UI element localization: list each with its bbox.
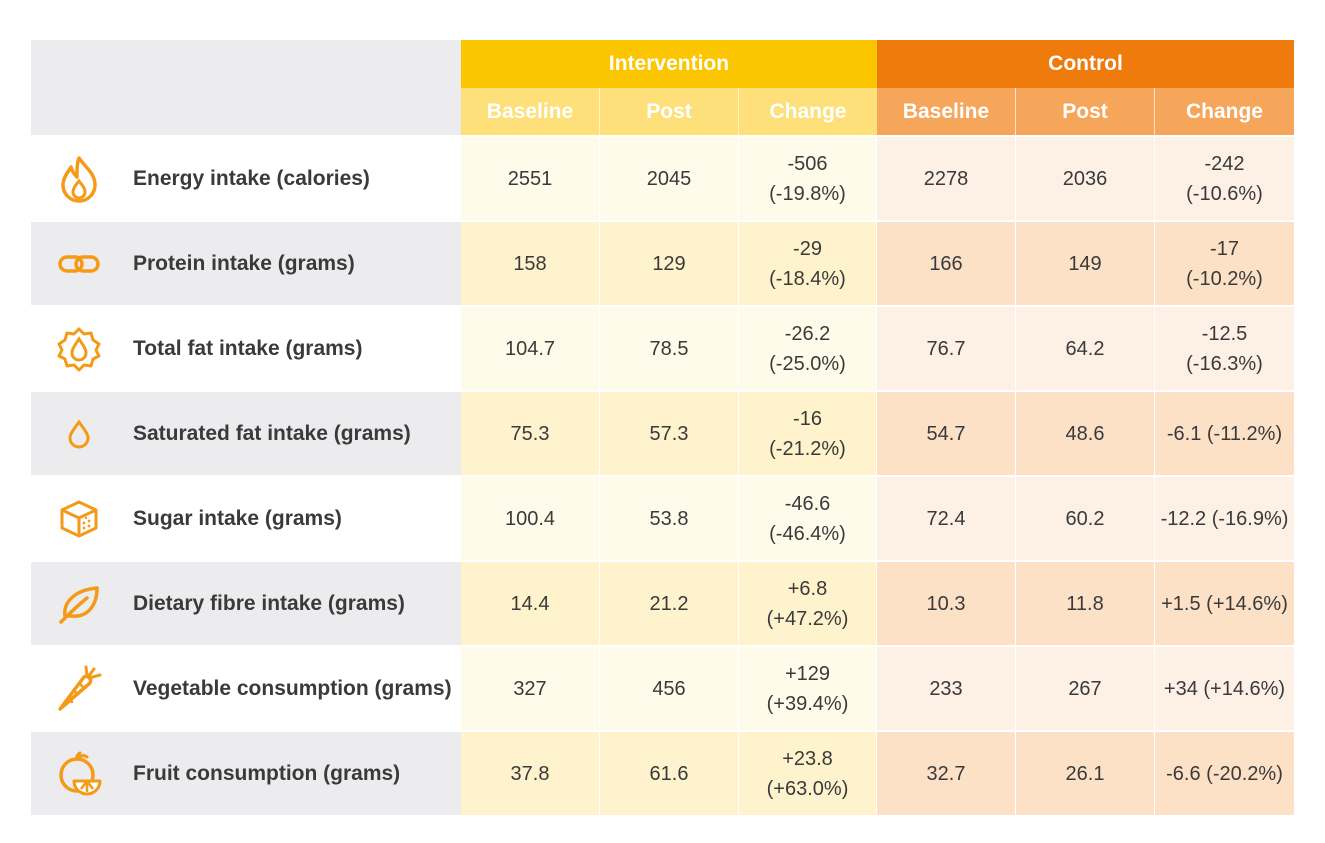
int-post-cell: 2045 [600, 137, 739, 220]
int-change-cell: +129 (+39.4%) [739, 647, 877, 730]
header-corner [31, 40, 461, 135]
con-post-cell: 2036 [1016, 137, 1155, 220]
con-post-cell: 48.6 [1016, 392, 1155, 475]
con-post-cell: 11.8 [1016, 562, 1155, 645]
con-change-cell: -12.5 (-16.3%) [1155, 307, 1294, 390]
int-baseline-cell: 14.4 [461, 562, 600, 645]
oil-drop-badge-icon [55, 325, 103, 373]
int-change-cell: -29 (-18.4%) [739, 222, 877, 305]
table-row: Energy intake (calories) 2551 2045 -506 … [31, 135, 1294, 220]
int-post-cell: 456 [600, 647, 739, 730]
int-baseline-cell: 327 [461, 647, 600, 730]
con-baseline-cell: 32.7 [877, 732, 1016, 815]
con-baseline-cell: 233 [877, 647, 1016, 730]
column-header-con-post: Post [1016, 88, 1155, 135]
int-change-cell: -46.6 (-46.4%) [739, 477, 877, 560]
con-change-cell: -12.2 (-16.9%) [1155, 477, 1294, 560]
con-baseline-cell: 76.7 [877, 307, 1016, 390]
row-label-cell: Protein intake (grams) [31, 222, 461, 305]
con-change-cell: -6.6 (-20.2%) [1155, 732, 1294, 815]
con-change-cell: +34 (+14.6%) [1155, 647, 1294, 730]
row-label: Protein intake (grams) [133, 251, 355, 275]
int-baseline-cell: 2551 [461, 137, 600, 220]
row-label-cell: Vegetable consumption (grams) [31, 647, 461, 730]
chain-link-icon [55, 240, 103, 288]
row-label: Vegetable consumption (grams) [133, 676, 452, 700]
column-header-con-change: Change [1155, 88, 1294, 135]
int-change-cell: -16 (-21.2%) [739, 392, 877, 475]
row-label-cell: Energy intake (calories) [31, 137, 461, 220]
int-change-cell: +6.8 (+47.2%) [739, 562, 877, 645]
row-label-cell: Saturated fat intake (grams) [31, 392, 461, 475]
table-row: Saturated fat intake (grams) 75.3 57.3 -… [31, 390, 1294, 475]
row-label: Total fat intake (grams) [133, 336, 363, 360]
row-label: Fruit consumption (grams) [133, 761, 401, 785]
con-change-cell: -6.1 (-11.2%) [1155, 392, 1294, 475]
orange-fruit-icon [55, 750, 103, 798]
con-baseline-cell: 72.4 [877, 477, 1016, 560]
table-row: Vegetable consumption (grams) 327 456 +1… [31, 645, 1294, 730]
int-baseline-cell: 100.4 [461, 477, 600, 560]
con-post-cell: 149 [1016, 222, 1155, 305]
row-label-cell: Sugar intake (grams) [31, 477, 461, 560]
carrot-icon [55, 665, 103, 713]
con-post-cell: 26.1 [1016, 732, 1155, 815]
flame-icon [55, 155, 103, 203]
con-post-cell: 60.2 [1016, 477, 1155, 560]
row-label: Energy intake (calories) [133, 166, 370, 190]
column-header-con-baseline: Baseline [877, 88, 1016, 135]
int-post-cell: 57.3 [600, 392, 739, 475]
table-row: Dietary fibre intake (grams) 14.4 21.2 +… [31, 560, 1294, 645]
header-groups: Intervention Control Baseline Post Chang… [461, 40, 1294, 135]
group-header-intervention: Intervention [461, 40, 877, 88]
int-post-cell: 53.8 [600, 477, 739, 560]
int-change-cell: +23.8 (+63.0%) [739, 732, 877, 815]
column-header-int-post: Post [600, 88, 739, 135]
con-change-cell: +1.5 (+14.6%) [1155, 562, 1294, 645]
row-label-cell: Fruit consumption (grams) [31, 732, 461, 815]
table-row: Fruit consumption (grams) 37.8 61.6 +23.… [31, 730, 1294, 815]
con-baseline-cell: 2278 [877, 137, 1016, 220]
drop-icon [55, 410, 103, 458]
group-header-control: Control [877, 40, 1294, 88]
con-baseline-cell: 166 [877, 222, 1016, 305]
int-post-cell: 129 [600, 222, 739, 305]
int-post-cell: 61.6 [600, 732, 739, 815]
row-label-cell: Dietary fibre intake (grams) [31, 562, 461, 645]
int-baseline-cell: 158 [461, 222, 600, 305]
leaf-icon [55, 580, 103, 628]
int-post-cell: 78.5 [600, 307, 739, 390]
con-post-cell: 64.2 [1016, 307, 1155, 390]
row-label: Dietary fibre intake (grams) [133, 591, 405, 615]
sugar-cube-icon [55, 495, 103, 543]
table-row: Sugar intake (grams) 100.4 53.8 -46.6 (-… [31, 475, 1294, 560]
con-baseline-cell: 10.3 [877, 562, 1016, 645]
con-post-cell: 267 [1016, 647, 1155, 730]
con-change-cell: -242 (-10.6%) [1155, 137, 1294, 220]
int-baseline-cell: 75.3 [461, 392, 600, 475]
nutrition-table: Intervention Control Baseline Post Chang… [31, 40, 1294, 815]
int-baseline-cell: 104.7 [461, 307, 600, 390]
table-header: Intervention Control Baseline Post Chang… [31, 40, 1294, 135]
con-change-cell: -17 (-10.2%) [1155, 222, 1294, 305]
int-baseline-cell: 37.8 [461, 732, 600, 815]
column-header-int-change: Change [739, 88, 877, 135]
column-header-int-baseline: Baseline [461, 88, 600, 135]
int-change-cell: -26.2 (-25.0%) [739, 307, 877, 390]
int-change-cell: -506 (-19.8%) [739, 137, 877, 220]
con-baseline-cell: 54.7 [877, 392, 1016, 475]
row-label: Sugar intake (grams) [133, 506, 342, 530]
table-row: Protein intake (grams) 158 129 -29 (-18.… [31, 220, 1294, 305]
row-label: Saturated fat intake (grams) [133, 421, 411, 445]
int-post-cell: 21.2 [600, 562, 739, 645]
row-label-cell: Total fat intake (grams) [31, 307, 461, 390]
table-row: Total fat intake (grams) 104.7 78.5 -26.… [31, 305, 1294, 390]
